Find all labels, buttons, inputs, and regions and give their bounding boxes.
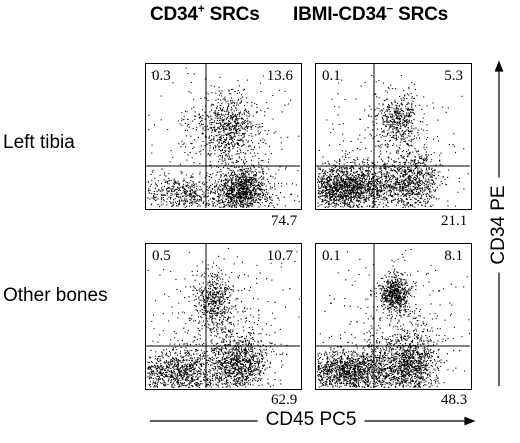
column-header-cd34-positive: CD34+ SRCs [150,1,260,26]
quadrant-upper-left-value: 0.1 [322,68,341,84]
column-header-ibmi-cd34-negative: IBMI-CD34− SRCs [293,1,448,26]
header-text-tail: SRCs [393,4,448,25]
header-text: CD34 [150,4,198,25]
quadrant-upper-left-value: 0.5 [152,248,171,264]
quadrant-lower-right-value: 62.9 [271,392,298,408]
quadrant-lower-right-value: 21.1 [441,213,468,229]
flow-panel-left-tibia-cd34pos: 0.3 13.6 [145,63,302,210]
y-axis-label-text: CD34 PE [488,177,510,273]
quadrant-upper-left-value: 0.3 [152,68,171,84]
flow-panel-other-bones-ibmi: 0.1 8.1 [315,243,472,390]
quadrant-upper-right-value: 13.6 [266,68,293,84]
header-superscript: − [386,1,394,16]
header-text-tail: SRCs [204,4,260,25]
flow-panel-other-bones-cd34pos: 0.5 10.7 [145,243,302,390]
quadrant-upper-left-value: 0.1 [322,248,341,264]
row-label-left-tibia: Left tibia [3,132,75,153]
x-axis-label: CD45 PC5 [150,409,472,433]
x-axis-arrowhead [464,416,476,426]
row-label-other-bones: Other bones [3,285,108,306]
quadrant-lower-right-value: 48.3 [441,392,468,408]
scatter-plot [146,244,300,388]
scatter-plot [316,64,470,208]
quadrant-lower-right-value: 74.7 [271,213,298,229]
x-axis-label-text: CD45 PC5 [257,409,365,431]
quadrant-upper-right-value: 10.7 [266,248,293,264]
dot-cloud [147,67,300,208]
y-axis-label: CD34 PE [487,64,511,386]
header-superscript: + [197,1,205,16]
y-axis-arrowhead [494,60,504,72]
quadrant-upper-right-value: 5.3 [444,68,463,84]
flow-panel-left-tibia-ibmi: 0.1 5.3 [315,63,472,210]
scatter-plot [316,244,470,388]
header-text: IBMI-CD34 [293,4,387,25]
scatter-plot [146,64,300,208]
quadrant-upper-right-value: 8.1 [444,248,463,264]
